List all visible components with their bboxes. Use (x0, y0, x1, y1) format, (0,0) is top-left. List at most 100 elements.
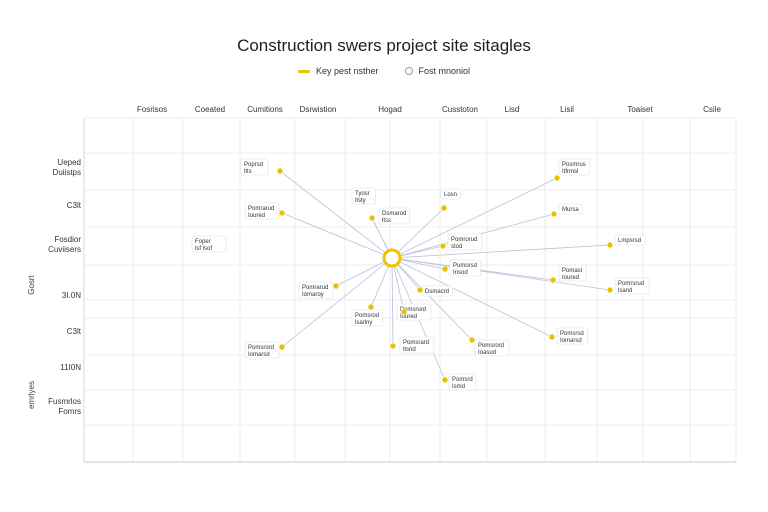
legend: Key pest nsther Fost mnoniol (0, 66, 768, 76)
row-label: Fosdior (54, 235, 81, 244)
y-axis-title: Gosrt (27, 274, 36, 294)
node-label: Dsmsrurd (400, 307, 426, 313)
column-label: Fosrisos (137, 105, 167, 114)
node-label-box (558, 158, 590, 176)
node-label: Ioasud (478, 350, 496, 356)
connection-line (281, 212, 393, 259)
y-axis-title: emrlyes (27, 381, 36, 409)
node-label: stod (451, 244, 462, 250)
node-label-box (614, 277, 650, 295)
node-label-box (378, 207, 410, 225)
connection-line (391, 257, 611, 291)
connection-line (335, 257, 393, 287)
node-label: Ioured (400, 314, 417, 320)
node-dot (440, 204, 448, 212)
node-dot (400, 308, 408, 316)
row-label: Cuviisers (48, 245, 81, 254)
node-dot (441, 265, 449, 273)
column-label: Coeated (195, 105, 225, 114)
node-dot (550, 210, 558, 218)
node-dot (389, 342, 397, 350)
node-label-box (396, 303, 432, 321)
connection-line (391, 257, 553, 338)
connection-line (279, 170, 393, 259)
connection-line (391, 177, 558, 259)
node-label: Ioured (248, 213, 265, 219)
node-label-box (558, 203, 583, 215)
legend-item-key-path[interactable]: Key pest nsther (297, 66, 379, 76)
node-label: Pomsrd (452, 377, 473, 383)
node-label-box (558, 264, 587, 282)
node-dot (278, 343, 286, 351)
column-label: Lisil (560, 105, 574, 114)
node-label: Foper (195, 239, 211, 245)
row-label: Fomrs (58, 407, 81, 416)
node-label: ltts (244, 169, 252, 175)
column-label: Csile (703, 105, 721, 114)
node-label: Itfrmsl (562, 169, 578, 175)
node-label: ltsty (355, 198, 366, 204)
row-label: Duiistps (53, 168, 81, 177)
column-label: Dsrwistion (300, 105, 337, 114)
connection-line (391, 244, 611, 259)
node-label: Iomarsd (560, 338, 582, 344)
node-label: Ioured (562, 275, 579, 281)
node-label: Iomarsd (248, 352, 270, 358)
node-label-box (449, 259, 481, 277)
node-dot (416, 286, 424, 294)
node-dot (468, 336, 476, 344)
row-label: C3lt (67, 327, 82, 336)
node-dot (606, 286, 614, 294)
node-label: Dsmarod (382, 211, 406, 217)
column-label: Lisd (505, 105, 520, 114)
node-label: Mursa (562, 207, 579, 213)
connection-line (391, 257, 394, 347)
node-label: ltsnd (403, 347, 416, 353)
column-label: Cumitions (247, 105, 283, 114)
legend-item-node[interactable]: Fost mnoniol (404, 66, 471, 76)
hub-node (382, 248, 402, 268)
node-label: Ismd (452, 384, 465, 390)
node-label: Tyosr (355, 191, 370, 197)
node-label: Pomsrard (403, 340, 429, 346)
node-dot (278, 209, 286, 217)
row-label: 11I0N (60, 363, 81, 372)
connection-line (281, 257, 393, 348)
node-label: Dsmacrd (425, 289, 449, 295)
node-label: lsand (618, 288, 632, 294)
node-label: Pomsrord (248, 345, 274, 351)
node-label: lsf lsof (195, 246, 212, 252)
node-label: Losn (444, 192, 457, 198)
node-label: Iomaroy (302, 292, 324, 298)
node-label: Pomrsrud (618, 281, 644, 287)
column-label: Toaiset (627, 105, 653, 114)
node-dot (548, 333, 556, 341)
node-label-box (351, 187, 376, 205)
node-label-box (614, 234, 646, 246)
chart-title: Construction swers project site sitagles (237, 36, 531, 55)
node-label: lsarlny (355, 320, 372, 326)
node-label-box (240, 158, 269, 176)
node-label: Poprsd (244, 162, 263, 168)
node-label: Pomsrsd (560, 331, 584, 337)
node-label: ltss (382, 218, 391, 224)
connection-line (391, 257, 473, 341)
row-label: 3I.0N (62, 291, 81, 300)
node-label: Pomasl (562, 268, 582, 274)
node-label: Pomrarud (248, 206, 274, 212)
node-label: Pomsrod (355, 313, 379, 319)
node-dot (276, 167, 284, 175)
node-dot (368, 214, 376, 222)
node-label-box (351, 309, 383, 327)
connection-line (391, 207, 445, 259)
node-label-box (244, 202, 280, 220)
legend-line-swatch (297, 69, 310, 73)
node-label: Pomsrord (478, 343, 504, 349)
node-label-box (244, 341, 280, 359)
node-label: Insod (453, 270, 468, 276)
legend-label: Fost mnoniol (418, 66, 471, 76)
node-label-box (191, 235, 227, 253)
node-dot (367, 303, 375, 311)
node-label-box (399, 336, 435, 354)
